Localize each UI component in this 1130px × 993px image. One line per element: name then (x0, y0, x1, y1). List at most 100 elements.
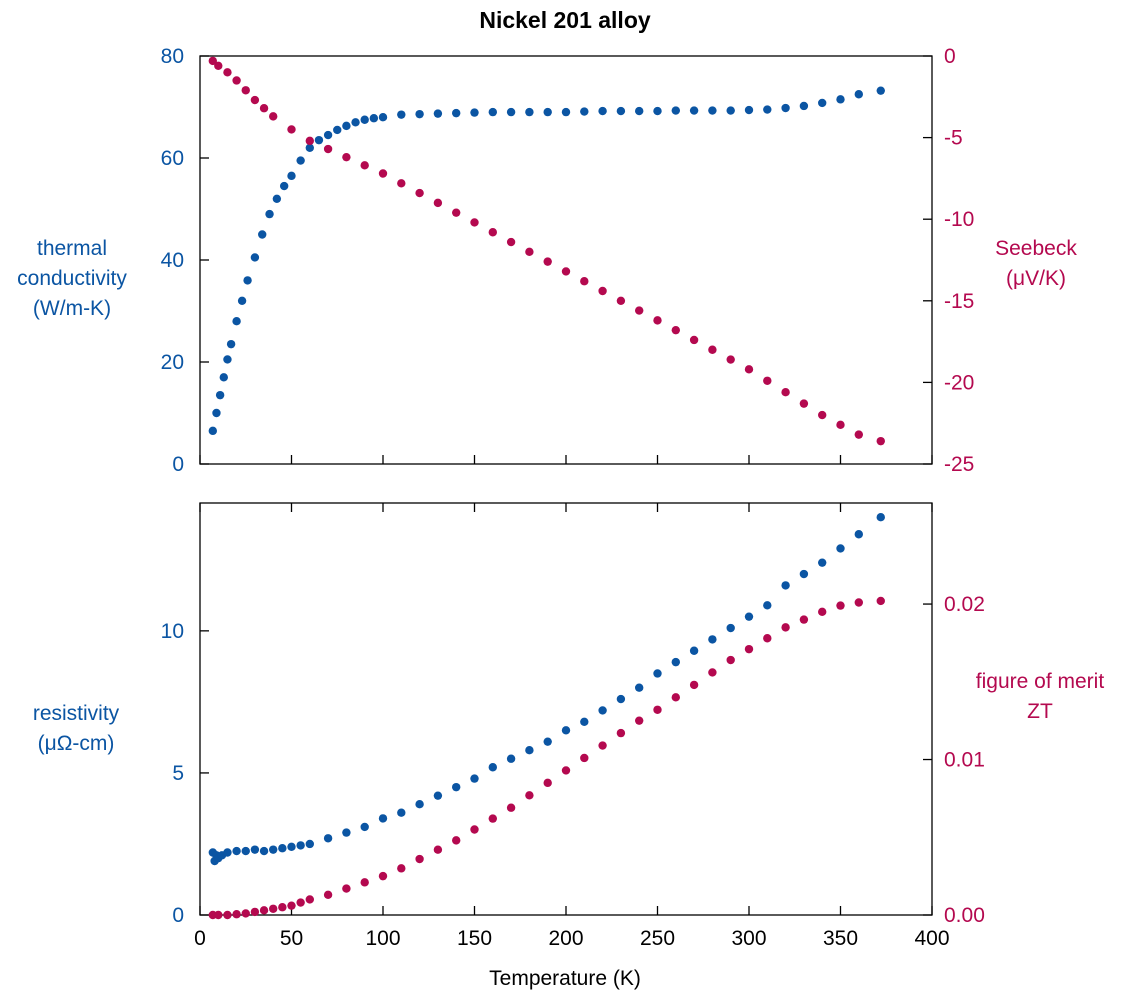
data-point-red (415, 854, 424, 864)
data-point-red (278, 903, 287, 912)
data-point-blue (452, 108, 461, 118)
data-point-blue (226, 339, 236, 349)
x-axis-title: Temperature (K) (489, 967, 641, 990)
data-point-red (744, 365, 754, 374)
data-point-blue (671, 106, 680, 115)
y-right-axis-title-line: (μV/K) (1006, 267, 1066, 290)
data-point-red (269, 112, 278, 121)
data-point-red (525, 247, 534, 257)
data-point-red (433, 845, 443, 854)
data-point-blue (296, 841, 305, 850)
y-right-tick-label: -5 (944, 127, 963, 150)
data-point-blue (243, 276, 252, 285)
y-right-tick-label: -10 (944, 208, 974, 231)
data-point-red (580, 277, 589, 286)
data-point-red (232, 76, 241, 85)
data-point-red (726, 655, 735, 665)
data-point-red (708, 668, 717, 677)
y-right-tick-label: -25 (944, 453, 974, 476)
y-left-axis-title-line: (μΩ-cm) (38, 732, 115, 755)
data-point-blue (272, 194, 282, 203)
y-right-axis-title-line: figure of merit (976, 670, 1105, 693)
x-tick-label: 250 (640, 927, 675, 950)
y-left-tick-label: 20 (161, 351, 184, 374)
data-point-red (616, 728, 626, 738)
data-point-red (223, 910, 232, 920)
x-tick-label: 200 (548, 927, 583, 950)
data-point-blue (305, 839, 314, 849)
data-point-blue (744, 612, 754, 621)
data-point-blue (580, 717, 589, 726)
data-point-blue (241, 846, 250, 856)
data-point-red (378, 169, 388, 178)
data-point-blue (854, 530, 863, 539)
data-point-blue (333, 125, 342, 135)
data-point-red (635, 716, 644, 725)
data-point-blue (258, 230, 267, 239)
data-point-blue (653, 669, 662, 678)
data-point-blue (726, 106, 735, 115)
data-point-red (287, 125, 296, 134)
data-point-blue (369, 114, 379, 123)
data-point-blue (287, 842, 296, 852)
data-point-red (214, 910, 223, 920)
data-point-blue (580, 107, 589, 116)
data-point-red (296, 898, 305, 907)
data-point-red (671, 693, 680, 702)
data-point-red (397, 179, 406, 188)
data-point-blue (397, 808, 406, 817)
x-tick-label: 350 (823, 927, 858, 950)
data-point-blue (452, 782, 461, 792)
data-point-red (250, 95, 260, 105)
data-point-blue (781, 103, 790, 113)
top-panel: 0 20 40 60 80 -25 -20 -15 -10 -5 0 thermal conductiv… (17, 45, 1077, 476)
data-point-blue (708, 635, 717, 644)
data-point-red (854, 598, 863, 607)
data-point-blue (635, 683, 644, 692)
data-point-blue (799, 569, 809, 579)
data-point-blue (763, 105, 772, 114)
y-left-tick-label: 0 (172, 453, 184, 476)
data-point-blue (305, 143, 314, 152)
data-point-red (799, 615, 809, 624)
data-point-red (305, 136, 314, 146)
data-point-red (378, 871, 388, 881)
y-left-tick-label: 0 (172, 904, 184, 927)
data-point-blue (287, 171, 296, 181)
data-point-blue (415, 799, 424, 809)
data-point-red (250, 907, 260, 917)
data-point-blue (433, 109, 443, 118)
data-point-red (598, 286, 607, 296)
data-point-blue (506, 754, 516, 763)
data-point-blue (543, 737, 552, 746)
data-point-blue (223, 848, 232, 857)
data-point-blue (342, 121, 351, 131)
data-point-blue (314, 135, 324, 145)
data-point-blue (470, 108, 479, 117)
data-point-red (818, 410, 827, 420)
y-right-tick-label: 0.02 (944, 593, 985, 616)
x-tick-label: 100 (365, 927, 400, 950)
data-point-red (799, 399, 809, 408)
data-point-red (452, 208, 461, 217)
data-point-red (580, 753, 589, 763)
data-point-blue (616, 106, 626, 116)
data-point-red (241, 86, 250, 95)
data-point-red (763, 376, 772, 385)
plot-frame (199, 55, 933, 465)
x-tick-label: 400 (914, 927, 949, 950)
data-point-red (506, 803, 516, 812)
data-point-red (488, 814, 497, 823)
data-point-blue (232, 317, 241, 326)
data-point-blue (470, 774, 479, 783)
data-point-red (525, 791, 534, 800)
y-right-tick-label: -20 (944, 371, 974, 394)
data-point-blue (223, 355, 232, 364)
data-point-blue (378, 113, 388, 122)
data-point-blue (342, 828, 351, 837)
data-point-red (854, 430, 863, 439)
data-point-blue (836, 95, 845, 104)
data-point-blue (689, 106, 699, 115)
y-right-tick-label: -15 (944, 290, 974, 313)
data-point-blue (763, 601, 772, 610)
